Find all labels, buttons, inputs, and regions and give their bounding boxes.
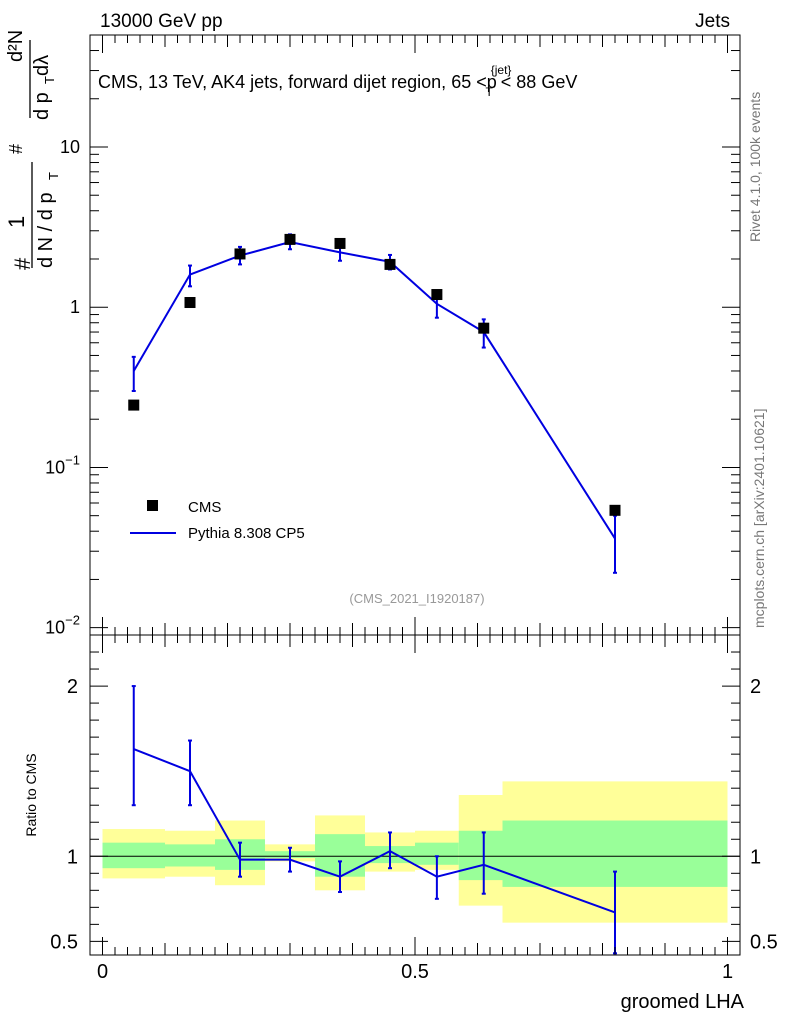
main-axes: 10−2 10−1 1 10	[45, 34, 740, 638]
legend: CMS Pythia 8.308 CP5	[130, 499, 305, 542]
main-panel: 10−2 10−1 1 10 CMS, 13 TeV, AK4 jets, forwa…	[4, 30, 741, 638]
ratio-ytick-label-left: 1	[67, 846, 78, 868]
legend-cms-label: CMS	[188, 499, 221, 516]
rivet-label: Rivet 4.1.0, 100k events	[747, 92, 763, 242]
x-axis-label: groomed LHA	[621, 991, 745, 1013]
cms-point	[609, 504, 621, 516]
svg-text:T: T	[42, 76, 57, 84]
cms-point	[478, 322, 490, 334]
legend-cms-marker	[147, 500, 158, 511]
ratio-ytick-label-left: 2	[67, 676, 78, 698]
ratio-ytick-label-right: 1	[750, 846, 761, 868]
ratio-ytick-label-right: 0.5	[750, 931, 778, 953]
header-energy: 13000 GeV pp	[100, 11, 223, 32]
ratio-ytick-label-right: 2	[750, 676, 761, 698]
svg-text:dλ: dλ	[31, 55, 53, 76]
main-ylabel: # 1 d N / d p T # d²N d p T dλ	[4, 30, 61, 270]
main-ytick-label: 10−2	[45, 613, 80, 638]
svg-text:#: #	[10, 257, 35, 270]
main-ytick-label: 1	[70, 297, 80, 317]
pythia-line	[132, 241, 616, 540]
xtick-label: 1	[722, 961, 733, 983]
ratio-bands	[90, 781, 740, 923]
svg-text:1: 1	[4, 216, 29, 228]
ratio-band-inner	[165, 844, 215, 867]
main-marks	[128, 233, 621, 574]
svg-text:d N / d p: d N / d p	[35, 192, 57, 268]
legend-pythia-label: Pythia 8.308 CP5	[188, 525, 305, 542]
xtick-label: 0	[97, 961, 108, 983]
header-jets: Jets	[695, 11, 730, 32]
main-ytick-label: 10	[60, 137, 80, 157]
ratio-band-inner	[415, 842, 459, 865]
ratio-band-inner	[458, 830, 503, 881]
cms-point	[384, 258, 396, 270]
xtick-label: 0.5	[401, 961, 429, 983]
svg-text:d²N: d²N	[5, 30, 27, 62]
main-ytick-label: 10−1	[45, 452, 80, 477]
main-frame	[89, 34, 741, 636]
cms-point	[284, 233, 296, 245]
cms-point	[184, 297, 196, 309]
svg-text:T: T	[46, 172, 61, 180]
mcplots-label: mcplots.cern.ch [arXiv:2401.10621]	[751, 409, 767, 628]
cms-point	[128, 399, 140, 411]
cms-point	[334, 237, 346, 249]
cms-point	[234, 248, 246, 260]
ratio-ylabel: Ratio to CMS	[23, 753, 39, 836]
svg-text:#: #	[6, 144, 26, 154]
ratio-panel: 0.5 0.5 1 1 2 2 0 0.5 1 Ratio to CMS groomed LHA	[23, 634, 778, 1013]
cms-point	[431, 289, 443, 301]
ratio-ytick-label-left: 0.5	[50, 931, 78, 953]
main-title: CMS, 13 TeV, AK4 jets, forward dijet reg…	[98, 63, 577, 99]
ratio-axes: 0.5 0.5 1 1 2 2 0 0.5 1	[50, 635, 778, 983]
analysis-watermark: (CMS_2021_I1920187)	[349, 591, 484, 606]
ratio-marks	[131, 685, 617, 955]
ratio-band-inner	[102, 842, 165, 869]
svg-text:d p: d p	[31, 92, 53, 120]
